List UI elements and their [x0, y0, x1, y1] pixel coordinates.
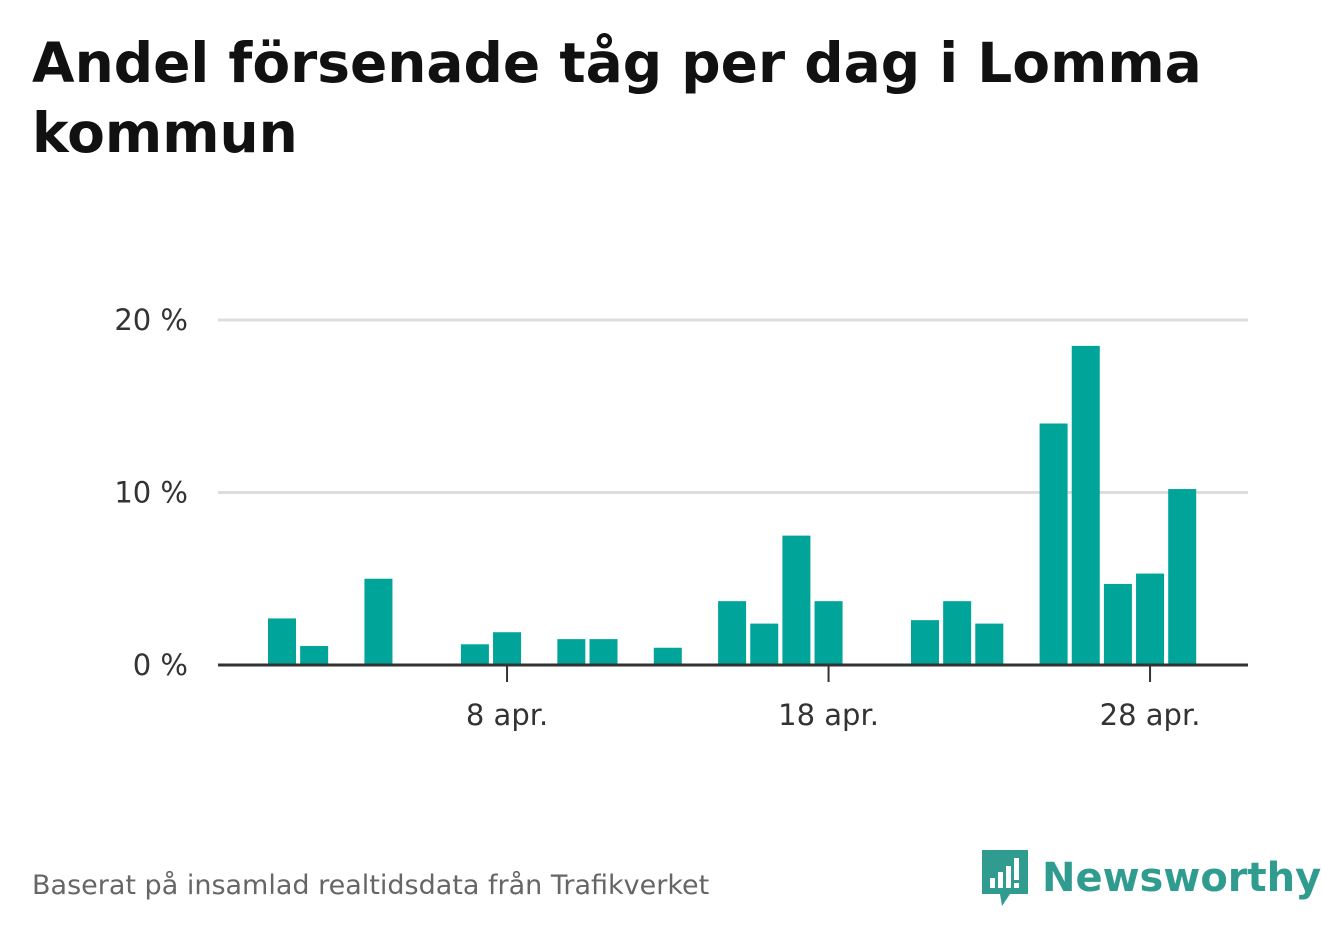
bar [718, 601, 747, 665]
y-tick-label: 10 % [114, 476, 188, 510]
bar [557, 639, 586, 665]
source-note: Baserat på insamlad realtidsdata från Tr… [32, 870, 710, 901]
brand-name: Newsworthy [1042, 855, 1322, 901]
bar [814, 601, 843, 665]
bar [460, 644, 489, 665]
y-tick-label: 0 % [133, 648, 188, 682]
bar [750, 623, 779, 665]
axes: 0 % 10 % 20 % 8 apr. 18 apr. 28 apr. [114, 303, 1248, 732]
bar [1136, 573, 1165, 665]
bar [1071, 345, 1100, 665]
bar [653, 647, 682, 665]
bar [911, 620, 939, 665]
bar [782, 535, 811, 665]
bar [493, 632, 522, 665]
bar [1168, 489, 1197, 665]
bar [589, 639, 618, 665]
bar [943, 601, 972, 665]
y-tick-label: 20 % [114, 303, 188, 337]
bar [300, 646, 329, 665]
bar [1039, 423, 1068, 665]
newsworthy-logo-icon [982, 850, 1028, 906]
bar [1103, 583, 1132, 665]
bars [268, 345, 1197, 665]
bar [975, 623, 1004, 665]
bar [268, 618, 296, 665]
x-tick-label: 18 apr. [778, 698, 879, 732]
x-tick-label: 8 apr. [466, 698, 548, 732]
newsworthy-logo: Newsworthy [980, 848, 1321, 908]
chart-title: Andel försenade tåg per dag i Lomma komm… [32, 31, 1202, 165]
bar [364, 578, 393, 665]
x-tick-label: 28 apr. [1100, 698, 1201, 732]
